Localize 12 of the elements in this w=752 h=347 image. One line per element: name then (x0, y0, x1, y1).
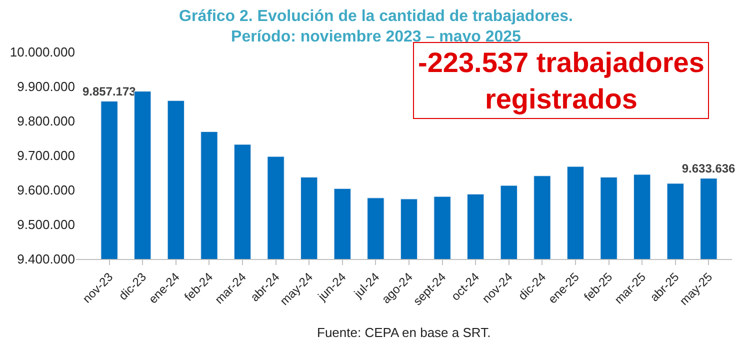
y-tick-label: 10.000.000 (10, 44, 75, 60)
chart-title: Gráfico 2. Evolución de la cantidad de trabajadores. Período: noviembre 2023 – mayo 2025 (179, 8, 573, 46)
y-tick-label: 9.600.000 (17, 182, 75, 198)
data-label: 9.633.636 (682, 161, 736, 176)
y-tick-label: 9.500.000 (17, 217, 75, 232)
data-label: 9.857.173 (82, 84, 136, 98)
y-tick-label: 9.400.000 (17, 252, 75, 267)
y-tick-label: 9.700.000 (17, 148, 75, 164)
annotation: -223.537 trabajadores registrados (418, 47, 704, 114)
y-tick-label: 9.900.000 (17, 79, 75, 94)
y-tick-label: 9.800.000 (17, 114, 75, 129)
source-note: Fuente: CEPA en base a SRT. (317, 325, 491, 340)
